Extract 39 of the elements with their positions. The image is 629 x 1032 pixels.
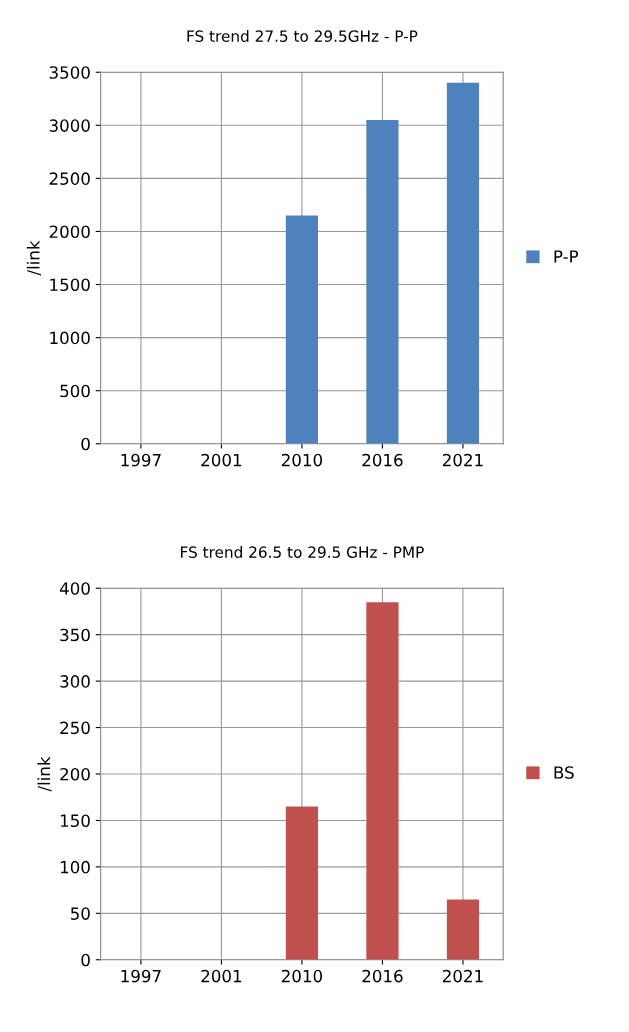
y-tick-label: 50 [71,907,90,920]
x-tick-label: 2010 [281,969,323,983]
y-axis-title: /link [26,240,42,276]
x-tick-label: 2001 [201,453,242,467]
y-tick-label: 300 [60,675,90,688]
x-tick-label: 2021 [442,969,483,983]
y-tick-label: 2500 [49,172,90,185]
bar [285,806,319,960]
y-tick-label: 250 [60,721,90,735]
y-tick-label: 2000 [49,225,90,239]
y-tick-label: 400 [59,582,90,595]
y-tick-label: 3000 [49,119,90,132]
x-tick-label: 2021 [442,453,483,467]
y-tick-label: 150 [60,814,90,828]
bar [366,120,399,444]
chart-title: FS trend 26.5 to 29.5 GHz - PMP [181,546,424,558]
y-tick-label: 200 [60,767,90,781]
x-tick-label: 2016 [362,969,403,983]
chart-title: FS trend 27.5 to 29.5GHz - P-P [187,30,418,42]
legend-label: BS [554,766,574,779]
x-tick-label: 2010 [281,453,323,467]
bar [366,602,399,960]
y-tick-label: 500 [60,384,90,398]
bar [285,215,319,444]
y-tick-label: 0 [81,437,90,451]
x-tick-label: 1997 [121,453,161,467]
legend-label: P-P [554,250,579,263]
y-tick-label: 350 [60,628,90,642]
y-tick-label: 1000 [50,331,90,345]
y-tick-label: 1500 [50,278,90,292]
bar [446,82,480,444]
y-tick-label: 0 [81,953,90,967]
x-tick-label: 2001 [201,969,242,983]
x-tick-label: 2016 [362,453,403,467]
y-tick-label: 100 [60,860,90,874]
y-axis-title: /link [37,756,52,792]
bar [446,899,480,960]
x-tick-label: 1997 [121,969,161,983]
y-tick-label: 3500 [49,66,90,79]
